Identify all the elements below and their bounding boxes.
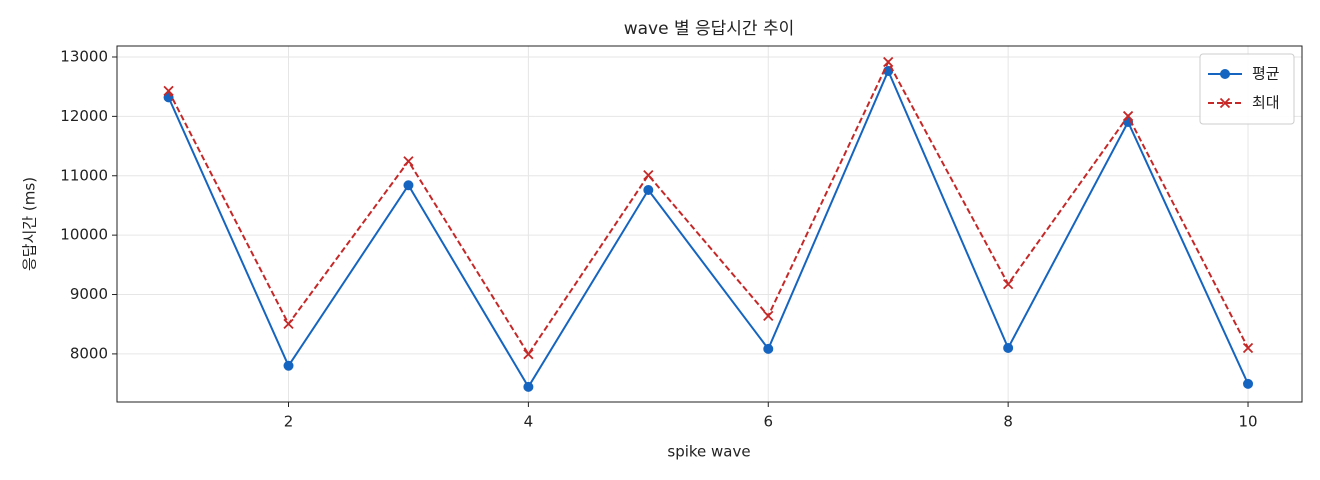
y-tick-label: 10000 xyxy=(60,226,108,244)
legend-marker xyxy=(1220,69,1230,79)
x-tick-label: 2 xyxy=(284,413,294,431)
x-tick-label: 4 xyxy=(524,413,534,431)
point xyxy=(1003,278,1014,290)
y-tick-label: 11000 xyxy=(60,166,108,184)
point xyxy=(643,185,654,196)
x-tick-label: 10 xyxy=(1238,413,1257,431)
point xyxy=(1243,378,1254,389)
legend-label: 최대 xyxy=(1252,94,1280,112)
y-tick-label: 13000 xyxy=(60,47,108,65)
y-axis-label: 응답시간 (ms) xyxy=(21,177,39,271)
chart-title: wave 별 응답시간 추이 xyxy=(624,19,795,39)
legend-marker xyxy=(1219,97,1231,109)
point xyxy=(163,85,174,96)
point xyxy=(283,360,294,371)
line xyxy=(167,68,1249,389)
line xyxy=(167,59,1249,357)
y-tick-label: 12000 xyxy=(60,107,108,125)
point xyxy=(643,170,654,181)
x-tick-label: 6 xyxy=(763,413,773,431)
point xyxy=(523,381,534,392)
point xyxy=(283,318,294,330)
legend-box xyxy=(1199,53,1295,125)
point xyxy=(883,56,894,68)
point xyxy=(1003,342,1014,353)
x-tick-label: 8 xyxy=(1003,413,1013,431)
point xyxy=(403,180,414,191)
y-tick-label: 8000 xyxy=(70,344,108,362)
y-tick-label: 9000 xyxy=(70,285,108,303)
point xyxy=(763,310,774,322)
point xyxy=(403,156,414,167)
point xyxy=(763,343,774,354)
point xyxy=(1122,110,1134,122)
x-axis-label: spike wave xyxy=(667,443,750,461)
point xyxy=(1242,342,1254,354)
point xyxy=(523,349,534,360)
legend-label: 평균 xyxy=(1252,65,1280,83)
plot-frame xyxy=(116,45,1303,403)
